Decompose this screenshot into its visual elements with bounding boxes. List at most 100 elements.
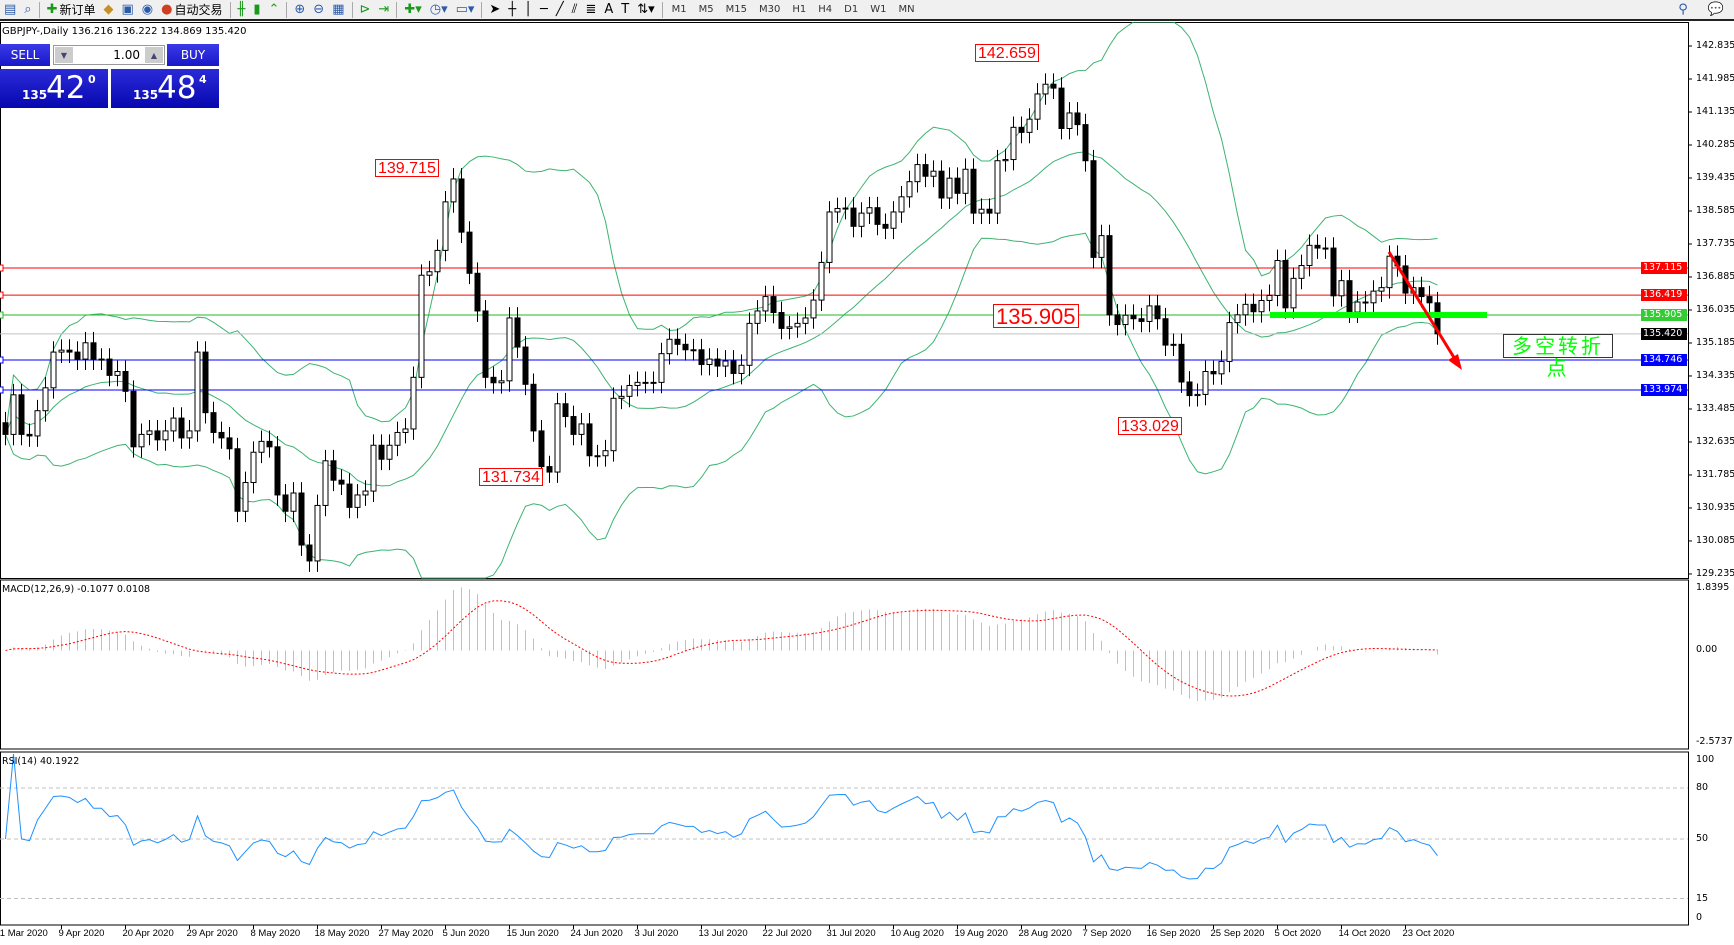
vertical-line-icon[interactable]: │ <box>524 2 532 17</box>
bear-candle <box>90 342 97 360</box>
price-annotation: 135.905 <box>993 304 1079 328</box>
price-axis-label: 141.135 <box>1696 105 1734 117</box>
auto-trade-icon: ● <box>161 2 173 17</box>
trendline-icon[interactable]: ╱ <box>555 2 564 17</box>
bull-candle <box>242 482 249 512</box>
bull-candle <box>818 261 825 301</box>
bull-candle <box>762 296 769 312</box>
bull-candle <box>258 440 265 453</box>
sell-button[interactable]: SELL <box>0 44 50 66</box>
terminal-icon[interactable]: ▣ <box>121 2 134 17</box>
bull-candle <box>578 423 585 435</box>
bull-candle <box>314 504 321 562</box>
bear-candle <box>514 317 521 348</box>
crosshair-icon[interactable]: ┼ <box>508 2 517 17</box>
zoom-in-icon[interactable]: ⊕ <box>294 2 306 17</box>
bull-candle <box>1322 247 1329 250</box>
bull-candle <box>170 417 177 432</box>
autoscroll-icon[interactable]: ⊳ <box>359 2 371 17</box>
price-annotation: 142.659 <box>975 44 1039 62</box>
bull-candle <box>946 177 953 199</box>
bear-candle <box>850 207 857 227</box>
bear-candle <box>378 444 385 460</box>
text-label-icon[interactable]: T <box>621 2 630 17</box>
timeframe-m30[interactable]: M30 <box>759 4 781 15</box>
lot-value: 1.00 <box>113 48 140 62</box>
new-chart-icon[interactable]: ▤ <box>4 2 17 17</box>
new-order-button[interactable]: ✚ 新订单 <box>43 0 100 19</box>
bear-candle <box>938 170 945 199</box>
bear-candle <box>730 360 737 374</box>
bear-candle <box>346 483 353 508</box>
bull-candle <box>602 450 609 457</box>
increase-lot-icon[interactable]: ▲ <box>145 47 163 63</box>
zoom-out-icon[interactable]: ⊖ <box>313 2 325 17</box>
new-order-label: 新订单 <box>59 3 96 17</box>
bull-candle <box>450 178 457 203</box>
chart-canvas[interactable] <box>0 22 1734 945</box>
bear-candle <box>874 207 881 225</box>
bull-candle <box>618 395 625 399</box>
templates-icon[interactable]: ▭▾ <box>455 2 475 17</box>
bull-candle <box>642 381 649 384</box>
timeframe-h4[interactable]: H4 <box>818 4 833 15</box>
timeframe-m15[interactable]: M15 <box>725 4 747 15</box>
bull-candle <box>930 170 937 177</box>
candlestick-icon[interactable]: ▮ <box>253 2 261 17</box>
periods-icon[interactable]: ◷▾ <box>429 2 448 17</box>
signal-icon[interactable]: ◉ <box>141 2 154 17</box>
price-annotation: 139.715 <box>375 159 439 177</box>
timeframe-w1[interactable]: W1 <box>870 4 887 15</box>
auto-trade-button[interactable]: ● 自动交易 <box>157 0 226 19</box>
buy-price-pips: 48 <box>157 70 197 106</box>
bull-candle <box>1122 314 1129 326</box>
timeframe-mn[interactable]: MN <box>898 4 915 15</box>
price-level-tag: 135.905 <box>1641 309 1687 322</box>
fibonacci-icon[interactable]: ≣ <box>585 2 597 17</box>
bull-candle <box>394 431 401 446</box>
bear-candle <box>1314 244 1321 249</box>
line-chart-icon[interactable]: ⌃ <box>268 2 280 17</box>
timeframe-d1[interactable]: D1 <box>844 4 859 15</box>
indicators-icon[interactable]: ✚▾ <box>404 2 422 17</box>
cursor-icon[interactable]: ➤ <box>489 2 501 17</box>
bear-candle <box>570 416 577 435</box>
bear-candle <box>306 544 313 562</box>
down-arrow-line <box>1387 251 1460 365</box>
timeframe-m1[interactable]: M1 <box>671 4 687 15</box>
bear-candle <box>106 358 113 376</box>
bull-candle <box>746 322 753 366</box>
lot-size-input[interactable]: ▼ 1.00 ▲ <box>53 45 165 65</box>
horizontal-line-icon[interactable]: ─ <box>539 2 548 17</box>
decrease-lot-icon[interactable]: ▼ <box>55 47 73 63</box>
text-icon[interactable]: A <box>604 2 614 17</box>
search-icon[interactable]: ⚲ <box>1678 2 1688 17</box>
timeframe-m5[interactable]: M5 <box>698 4 714 15</box>
bear-candle <box>1186 381 1193 397</box>
bull-candle <box>842 207 849 210</box>
buy-button[interactable]: BUY <box>167 44 219 66</box>
sell-price-button[interactable]: 135 42 0 <box>0 69 108 108</box>
arrows-icon[interactable]: ⇅▾ <box>637 2 655 17</box>
date-axis-label: 27 May 2020 <box>378 928 434 939</box>
bar-chart-icon[interactable]: ╫ <box>237 2 246 17</box>
bull-candle <box>1338 280 1345 297</box>
bull-candle <box>402 428 409 433</box>
buy-price-button[interactable]: 135 48 4 <box>111 69 219 108</box>
timeframe-h1[interactable]: H1 <box>792 4 807 15</box>
bull-candle <box>442 201 449 251</box>
bull-candle <box>1146 305 1153 322</box>
channel-icon[interactable]: ⫽ <box>571 2 578 17</box>
zoom-window-icon[interactable]: ⌕ <box>24 2 32 17</box>
bull-candle <box>410 376 417 430</box>
chart-shift-icon[interactable]: ⇥ <box>378 2 390 17</box>
bear-candle <box>1282 259 1289 309</box>
chat-icon[interactable]: 💬 <box>1707 2 1724 17</box>
tile-windows-icon[interactable]: ▦ <box>332 2 345 17</box>
bear-candle <box>18 394 25 435</box>
bull-candle <box>1274 259 1281 296</box>
bear-candle <box>562 403 569 418</box>
date-axis-label: 19 Aug 2020 <box>954 928 1008 939</box>
level-handle <box>0 386 4 394</box>
book-icon[interactable]: ◆ <box>103 2 114 17</box>
